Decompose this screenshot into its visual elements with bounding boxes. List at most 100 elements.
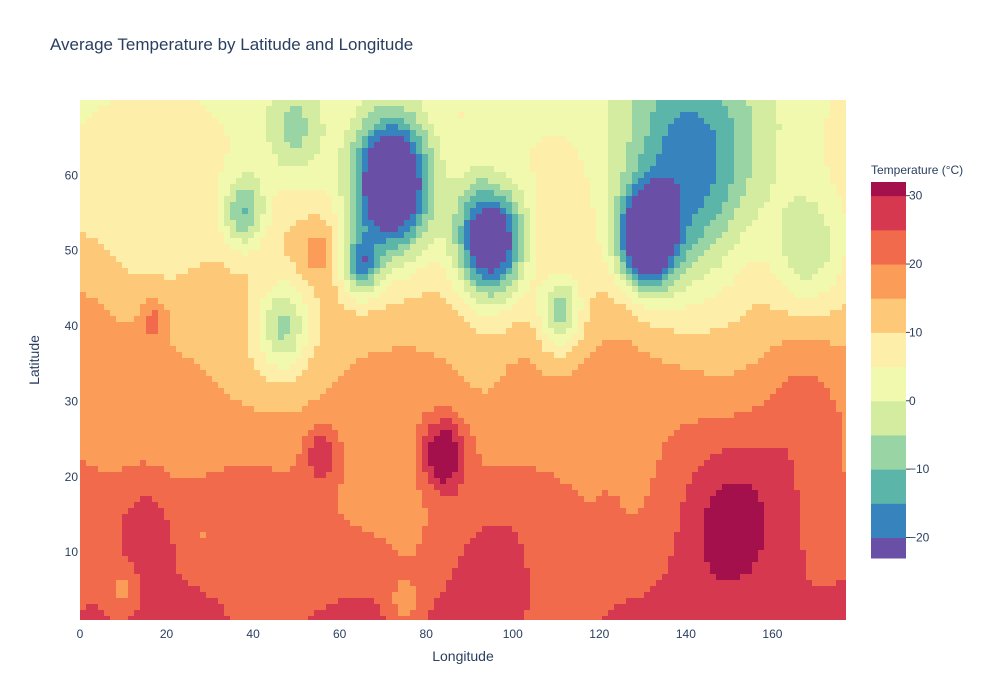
contour-cell bbox=[530, 250, 537, 257]
contour-cell bbox=[188, 100, 195, 107]
contour-cell bbox=[158, 178, 165, 185]
contour-cell bbox=[206, 232, 213, 239]
contour-cell bbox=[590, 112, 597, 119]
contour-cell bbox=[476, 262, 483, 269]
contour-cell bbox=[242, 190, 249, 197]
contour-cell bbox=[332, 148, 339, 155]
contour-cell bbox=[632, 244, 639, 251]
contour-cell bbox=[404, 250, 411, 257]
contour-cell bbox=[734, 172, 741, 179]
contour-cell bbox=[404, 286, 411, 293]
contour-cell bbox=[482, 172, 489, 179]
contour-cell bbox=[674, 310, 681, 317]
contour-cell bbox=[830, 184, 837, 191]
contour-cell bbox=[596, 196, 603, 203]
contour-cell bbox=[644, 268, 651, 275]
contour-cell bbox=[596, 166, 603, 173]
contour-cell bbox=[182, 160, 189, 167]
contour-cell bbox=[140, 238, 147, 245]
contour-cell bbox=[158, 232, 165, 239]
contour-cell bbox=[776, 190, 783, 197]
contour-cell bbox=[92, 328, 99, 335]
contour-cell bbox=[500, 202, 507, 209]
contour-cell bbox=[248, 244, 255, 251]
contour-cell bbox=[392, 190, 399, 197]
contour-cell bbox=[644, 280, 651, 287]
contour-cell bbox=[746, 154, 753, 161]
contour-cell bbox=[266, 106, 273, 113]
contour-cell bbox=[560, 304, 567, 311]
contour-cell bbox=[752, 280, 759, 287]
contour-cell bbox=[644, 130, 651, 137]
contour-cell bbox=[788, 274, 795, 281]
contour-cell bbox=[278, 310, 285, 317]
contour-cell bbox=[782, 292, 789, 299]
contour-cell bbox=[836, 148, 843, 155]
contour-cell bbox=[356, 220, 363, 227]
contour-cell bbox=[236, 208, 243, 215]
contour-cell bbox=[422, 214, 429, 221]
contour-cell bbox=[812, 322, 819, 329]
contour-cell bbox=[272, 268, 279, 275]
contour-cell bbox=[488, 166, 495, 173]
contour-cell bbox=[212, 184, 219, 191]
contour-cell bbox=[596, 262, 603, 269]
contour-cell bbox=[512, 178, 519, 185]
contour-cell bbox=[404, 172, 411, 179]
contour-cell bbox=[488, 286, 495, 293]
contour-cell bbox=[548, 136, 555, 143]
contour-cell bbox=[236, 166, 243, 173]
contour-cell bbox=[434, 166, 441, 173]
contour-cell bbox=[314, 184, 321, 191]
contour-cell bbox=[296, 244, 303, 251]
contour-cell bbox=[422, 262, 429, 269]
contour-cell bbox=[422, 328, 429, 335]
contour-cell bbox=[434, 298, 441, 305]
contour-cell bbox=[434, 136, 441, 143]
contour-cell bbox=[164, 232, 171, 239]
contour-cell bbox=[794, 118, 801, 125]
contour-cell bbox=[212, 154, 219, 161]
contour-cell bbox=[380, 262, 387, 269]
contour-cell bbox=[158, 214, 165, 221]
contour-cell bbox=[98, 244, 105, 251]
contour-cell bbox=[356, 130, 363, 137]
contour-cell bbox=[398, 214, 405, 221]
contour-cell bbox=[806, 154, 813, 161]
contour-cell bbox=[272, 184, 279, 191]
contour-cell bbox=[698, 250, 705, 257]
contour-cell bbox=[836, 310, 843, 317]
contour-cell bbox=[452, 160, 459, 167]
contour-cell bbox=[110, 214, 117, 221]
contour-cell bbox=[332, 226, 339, 233]
contour-cell bbox=[230, 106, 237, 113]
contour-cell bbox=[350, 304, 357, 311]
contour-cell bbox=[458, 154, 465, 161]
contour-cell bbox=[104, 100, 111, 107]
contour-cell bbox=[386, 328, 393, 335]
contour-cell bbox=[248, 172, 255, 179]
contour-cell bbox=[668, 154, 675, 161]
contour-cell bbox=[476, 310, 483, 317]
contour-cell bbox=[218, 286, 225, 293]
contour-cell bbox=[650, 220, 657, 227]
contour-cell bbox=[716, 292, 723, 299]
contour-cell bbox=[302, 208, 309, 215]
contour-cell bbox=[158, 322, 165, 329]
contour-cell bbox=[512, 160, 519, 167]
contour-cell bbox=[794, 100, 801, 107]
contour-cell bbox=[704, 268, 711, 275]
contour-cell bbox=[740, 196, 747, 203]
contour-cell bbox=[194, 142, 201, 149]
contour-cell bbox=[326, 274, 333, 281]
contour-cell bbox=[674, 238, 681, 245]
contour-cell bbox=[254, 256, 261, 263]
contour-cell bbox=[800, 274, 807, 281]
contour-cell bbox=[104, 154, 111, 161]
contour-cell bbox=[230, 154, 237, 161]
contour-cell bbox=[674, 232, 681, 239]
contour-cell bbox=[128, 112, 135, 119]
contour-cell bbox=[752, 130, 759, 137]
contour-cell bbox=[98, 160, 105, 167]
contour-cell bbox=[272, 154, 279, 161]
